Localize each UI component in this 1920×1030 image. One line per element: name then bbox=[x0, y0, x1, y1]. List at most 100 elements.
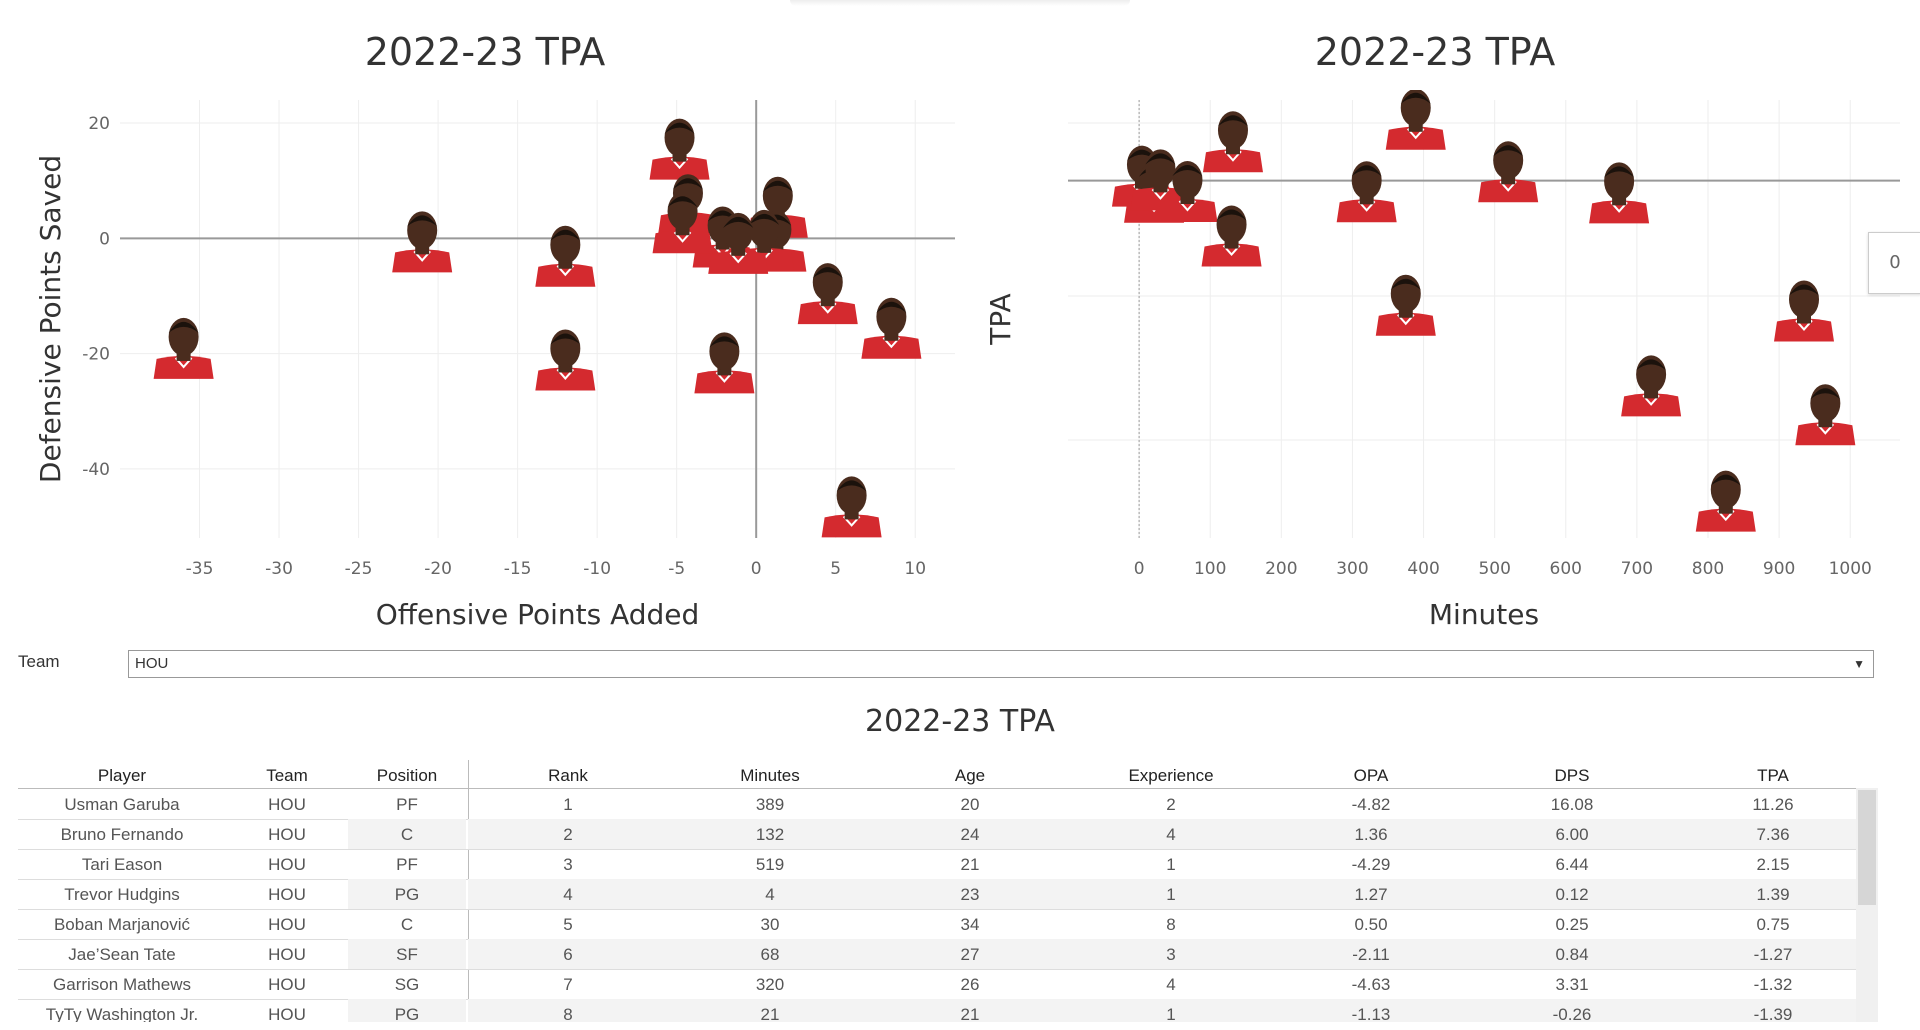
side-panel-value[interactable]: 0 bbox=[1868, 232, 1920, 294]
cell-dps: 3.31 bbox=[1555, 975, 1589, 994]
player-headshot-point[interactable] bbox=[1589, 162, 1650, 224]
cell-age: 27 bbox=[960, 945, 980, 964]
team-filter-select[interactable]: HOU ▼ bbox=[128, 650, 1874, 678]
cell-opa: -4.82 bbox=[1351, 795, 1391, 814]
cell-opa: 0.50 bbox=[1354, 915, 1388, 934]
table-row[interactable]: Tari Eason HOU PF 3 519 21 1 -4.29 6.44 2.15 bbox=[18, 849, 1874, 880]
player-headshot-point[interactable] bbox=[535, 329, 596, 391]
table-row[interactable]: Jae’Sean Tate HOU SF 6 68 27 3 -2.11 0.84 -1.27 bbox=[18, 939, 1874, 970]
cell-rank: 5 bbox=[563, 915, 573, 934]
cell-experience: 4 bbox=[1166, 825, 1176, 844]
left-chart-x-tick-label: -30 bbox=[265, 559, 293, 579]
column-header-opa[interactable]: OPA bbox=[1353, 766, 1389, 785]
cell-minutes: 519 bbox=[755, 855, 785, 874]
row-stripe bbox=[468, 999, 1874, 1022]
cell-tpa: 1.39 bbox=[1756, 885, 1790, 904]
player-headshot-point[interactable] bbox=[649, 118, 710, 180]
table-scrollbar-thumb[interactable] bbox=[1858, 790, 1876, 905]
player-headshot-point[interactable] bbox=[797, 263, 858, 325]
table-row[interactable]: Bruno Fernando HOU C 2 132 24 4 1.36 6.00 7.36 bbox=[18, 819, 1874, 850]
column-header-age[interactable]: Age bbox=[954, 766, 986, 785]
column-header-tpa[interactable]: TPA bbox=[1757, 766, 1789, 785]
cell-tpa: 7.36 bbox=[1756, 825, 1790, 844]
cell-experience: 4 bbox=[1166, 975, 1176, 994]
table-row[interactable]: Garrison Mathews HOU SG 7 320 26 4 -4.63 3.31 -1.… bbox=[18, 969, 1874, 1000]
left-chart-x-tick-label: -25 bbox=[345, 559, 373, 579]
column-header-dps[interactable]: DPS bbox=[1554, 766, 1590, 785]
cell-team: HOU bbox=[268, 975, 306, 994]
left-chart-y-tick-label: 0 bbox=[99, 229, 110, 249]
player-headshot-point[interactable] bbox=[1336, 161, 1397, 223]
cell-experience: 1 bbox=[1166, 885, 1176, 904]
cell-rank: 2 bbox=[563, 825, 573, 844]
table-row[interactable]: TyTy Washington Jr. HOU PG 8 21 21 1 -1.13 -0.26… bbox=[18, 999, 1874, 1022]
cell-player: Jae’Sean Tate bbox=[68, 945, 176, 964]
left-chart-x-tick-label: -35 bbox=[186, 559, 214, 579]
player-headshot-point[interactable] bbox=[1478, 141, 1539, 203]
chevron-down-icon[interactable]: ▼ bbox=[1853, 657, 1865, 671]
right-chart-x-tick-label: 200 bbox=[1265, 559, 1297, 579]
player-headshot-point[interactable] bbox=[861, 297, 922, 359]
column-header-player[interactable]: Player bbox=[97, 766, 147, 785]
table-row[interactable]: Trevor Hudgins HOU PG 4 4 23 1 1.27 0.12 1.39 bbox=[18, 879, 1874, 910]
cell-tpa: -1.32 bbox=[1753, 975, 1793, 994]
cell-dps: 16.08 bbox=[1550, 795, 1594, 814]
player-headshot-point[interactable] bbox=[652, 192, 713, 254]
right-chart-x-tick-label: 800 bbox=[1692, 559, 1724, 579]
cell-position: PG bbox=[394, 885, 420, 904]
cell-position: PG bbox=[394, 1005, 420, 1022]
minutes-vs-tpa-scatter[interactable]: 0 100 200 300 400 500 600 700 800 900 1000 Minutes T… bbox=[980, 90, 1920, 640]
opa-vs-dps-scatter[interactable]: -35 -30 -25 -20 -15 -10 -5 0 5 10 20 0 -20 -40 Offensi… bbox=[0, 90, 970, 640]
player-headshot-point[interactable] bbox=[1795, 384, 1856, 446]
cell-rank: 4 bbox=[563, 885, 573, 904]
right-chart-x-tick-label: 1000 bbox=[1829, 559, 1872, 579]
column-header-rank[interactable]: Rank bbox=[548, 766, 588, 785]
right-chart-x-tick-label: 500 bbox=[1478, 559, 1510, 579]
cell-team: HOU bbox=[268, 1005, 306, 1022]
player-headshot-point[interactable] bbox=[535, 225, 596, 287]
player-headshot-point[interactable] bbox=[1375, 274, 1436, 336]
player-headshot-point[interactable] bbox=[1774, 280, 1834, 342]
player-headshot-point[interactable] bbox=[708, 212, 769, 274]
cell-player: Garrison Mathews bbox=[53, 975, 191, 994]
player-headshot-point[interactable] bbox=[153, 317, 214, 379]
cell-opa: -2.11 bbox=[1352, 945, 1390, 964]
table-row[interactable]: Usman Garuba HOU PF 1 389 20 2 -4.82 16.08 11.26 bbox=[18, 789, 1874, 820]
player-headshot-point[interactable] bbox=[1201, 205, 1262, 267]
right-chart-x-axis-title: Minutes bbox=[1429, 598, 1539, 631]
right-chart-x-tick-label: 100 bbox=[1194, 559, 1226, 579]
cell-position: PF bbox=[396, 855, 418, 874]
row-stripe-position bbox=[348, 999, 466, 1022]
cell-age: 21 bbox=[960, 1005, 980, 1022]
player-headshot-point[interactable] bbox=[1621, 355, 1682, 417]
cell-age: 23 bbox=[960, 885, 980, 904]
player-headshot-point[interactable] bbox=[392, 211, 453, 273]
tpa-table: Player Team Position Rank Minutes Age Experien… bbox=[18, 760, 1874, 1022]
player-headshot-point[interactable] bbox=[1695, 470, 1756, 532]
column-header-experience[interactable]: Experience bbox=[1128, 766, 1214, 785]
cell-opa: -4.63 bbox=[1351, 975, 1391, 994]
cell-age: 20 bbox=[960, 795, 980, 814]
player-headshot-point[interactable] bbox=[1202, 111, 1263, 173]
column-header-minutes[interactable]: Minutes bbox=[740, 766, 800, 785]
column-header-team[interactable]: Team bbox=[266, 766, 308, 785]
cell-opa: -1.13 bbox=[1351, 1005, 1391, 1022]
cell-tpa: 11.26 bbox=[1752, 795, 1794, 814]
player-headshot-point[interactable] bbox=[821, 476, 882, 538]
column-header-position[interactable]: Position bbox=[376, 766, 438, 785]
cell-opa: -4.29 bbox=[1351, 855, 1391, 874]
team-filter-label: Team bbox=[18, 652, 60, 671]
cell-experience: 1 bbox=[1166, 855, 1176, 874]
table-row[interactable]: Boban Marjanović HOU C 5 30 34 8 0.50 0.25 0.75 bbox=[18, 909, 1874, 940]
player-headshot-point[interactable] bbox=[694, 332, 755, 394]
cell-experience: 3 bbox=[1166, 945, 1176, 964]
cell-team: HOU bbox=[268, 915, 306, 934]
row-stripe-position bbox=[348, 939, 466, 969]
cell-tpa: -1.39 bbox=[1753, 1005, 1793, 1022]
player-headshot-point[interactable] bbox=[1157, 161, 1218, 223]
cell-opa: 1.36 bbox=[1354, 825, 1388, 844]
right-chart-x-tick-label: 700 bbox=[1621, 559, 1653, 579]
player-headshot-point[interactable] bbox=[1130, 149, 1191, 211]
player-headshot-point[interactable] bbox=[1385, 90, 1446, 150]
cell-dps: 0.12 bbox=[1555, 885, 1589, 904]
